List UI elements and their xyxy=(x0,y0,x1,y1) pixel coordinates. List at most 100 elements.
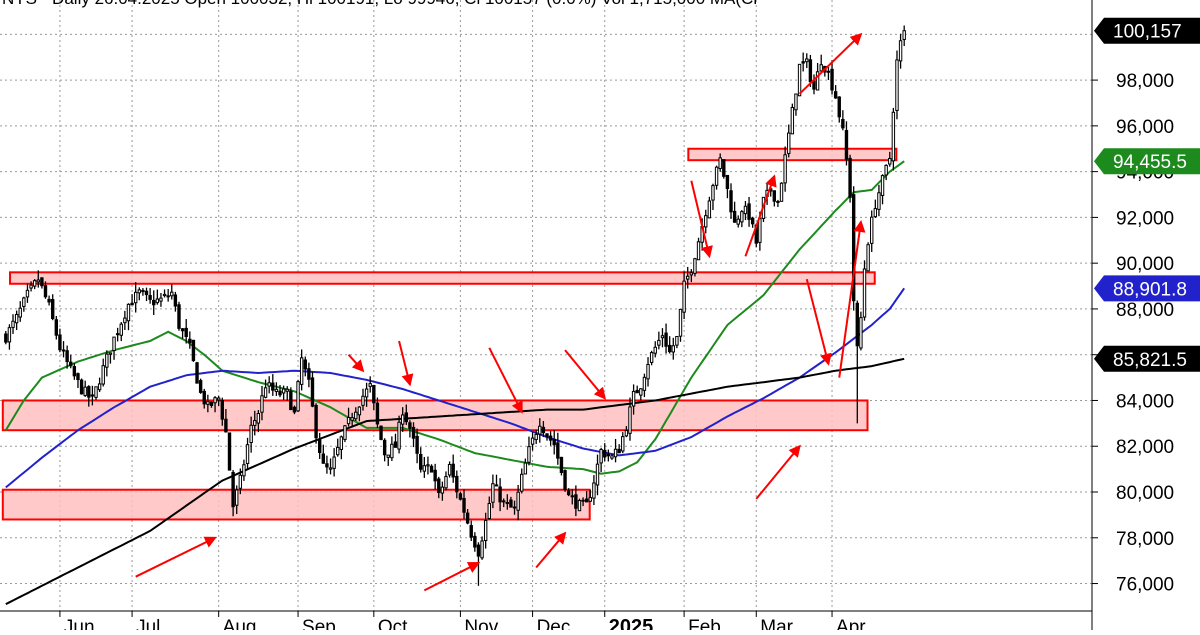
candle xyxy=(238,468,243,495)
candle xyxy=(888,151,892,167)
candle xyxy=(790,103,795,135)
candle xyxy=(696,237,701,261)
y-tick-label: 90,000 xyxy=(1116,254,1174,275)
candle xyxy=(830,60,834,95)
candle xyxy=(458,491,463,501)
candle xyxy=(415,428,419,464)
candle xyxy=(43,281,48,299)
candle xyxy=(97,377,102,393)
candle xyxy=(166,288,170,302)
candle xyxy=(660,328,665,348)
candle xyxy=(512,500,517,515)
candle xyxy=(787,124,791,158)
candle xyxy=(671,337,675,360)
candle xyxy=(198,378,203,394)
candle xyxy=(732,201,737,223)
candle xyxy=(292,405,297,415)
candle xyxy=(776,199,780,207)
svg-text:100,157: 100,157 xyxy=(1113,22,1182,43)
candle xyxy=(79,378,84,395)
candle xyxy=(144,287,149,301)
annotation-arrow xyxy=(805,278,832,366)
candle xyxy=(689,269,694,283)
candle xyxy=(296,379,300,413)
svg-text:88,901.8: 88,901.8 xyxy=(1113,279,1187,300)
svg-text:85,821.5: 85,821.5 xyxy=(1113,350,1187,371)
candle xyxy=(877,184,881,217)
candle xyxy=(7,324,12,350)
candle xyxy=(520,468,524,494)
x-tick-label: Aug xyxy=(223,617,257,630)
candle xyxy=(245,437,250,471)
candle xyxy=(570,489,574,505)
candle xyxy=(368,376,372,393)
candle xyxy=(206,394,210,413)
candle xyxy=(271,374,275,396)
candle xyxy=(419,447,423,473)
price-zone xyxy=(9,271,876,285)
candle xyxy=(25,283,30,303)
candle xyxy=(130,294,134,306)
candle xyxy=(704,209,708,234)
candle xyxy=(711,183,715,211)
candle xyxy=(231,470,235,517)
candle xyxy=(527,436,531,466)
candle xyxy=(797,63,802,97)
candle xyxy=(722,159,726,179)
candle xyxy=(808,54,813,88)
candle xyxy=(101,358,105,387)
candle xyxy=(137,287,142,301)
annotation-arrow xyxy=(135,536,217,578)
candle xyxy=(772,190,777,207)
value-badge: 94,455.5 xyxy=(1094,148,1200,175)
candle xyxy=(902,25,906,47)
candle xyxy=(584,490,589,503)
candle xyxy=(177,301,181,331)
candle xyxy=(429,464,434,473)
candle xyxy=(36,270,40,288)
candle xyxy=(260,385,264,421)
x-tick-label: Feb xyxy=(688,617,721,630)
price-zone xyxy=(687,147,898,162)
candle xyxy=(58,328,62,353)
candle xyxy=(339,435,344,460)
candle xyxy=(588,489,592,503)
candle xyxy=(743,200,748,221)
candle xyxy=(328,458,333,475)
candle xyxy=(624,426,629,438)
candle xyxy=(54,315,59,340)
candle xyxy=(729,183,733,219)
candle xyxy=(870,210,874,252)
candle xyxy=(408,420,412,438)
candle xyxy=(483,512,488,549)
candle xyxy=(310,371,315,408)
candle xyxy=(379,425,383,441)
candle xyxy=(267,376,271,394)
candle xyxy=(393,433,398,448)
candle xyxy=(534,429,538,445)
x-tick-label: Nov xyxy=(464,617,498,630)
candle xyxy=(783,146,787,192)
candle xyxy=(108,352,113,364)
value-badges: 100,157 94,455.5 88,901.8 85,821.5 xyxy=(1094,17,1200,372)
candle xyxy=(509,496,513,508)
candle xyxy=(819,54,823,73)
value-badge: 88,901.8 xyxy=(1094,275,1200,302)
annotation-arrow xyxy=(744,174,777,257)
candle xyxy=(747,196,751,227)
annotation-arrow xyxy=(564,349,607,400)
candle xyxy=(318,432,322,460)
chart-header: NYS - Daily 26.04.2025 Open 100032, Hi 1… xyxy=(2,0,757,8)
candle xyxy=(675,335,679,349)
candle xyxy=(801,52,805,72)
candle xyxy=(487,496,491,520)
candle xyxy=(469,520,473,542)
candle xyxy=(649,350,654,366)
candle xyxy=(577,498,582,512)
candle xyxy=(437,476,441,499)
candle xyxy=(87,385,91,407)
candle xyxy=(249,416,253,453)
annotation-arrow xyxy=(423,562,481,592)
candle xyxy=(736,215,740,228)
candle xyxy=(72,363,77,380)
